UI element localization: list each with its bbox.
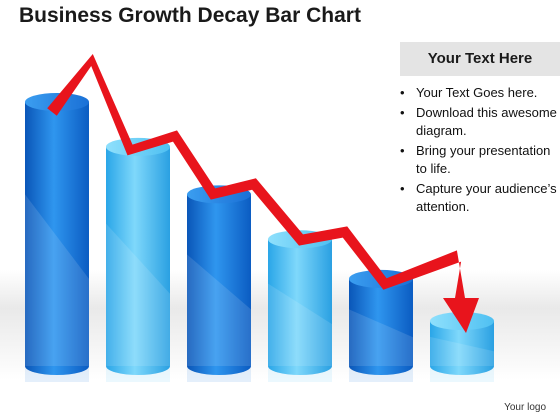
bar-body: [349, 278, 413, 375]
bar-gloss: [430, 336, 494, 366]
bar: [187, 185, 251, 382]
bar-gloss: [268, 283, 332, 366]
bullet-text: Bring your presentation to life.: [416, 143, 551, 176]
info-panel: Your Text Here • Your Text Goes here. • Dow…: [400, 42, 560, 218]
bar-body: [106, 146, 170, 375]
decay-arrow: [47, 54, 479, 333]
bar-gloss: [25, 194, 89, 366]
bar: [349, 269, 413, 382]
bar-gloss: [349, 309, 413, 366]
bar: [106, 137, 170, 382]
bullet-dot-icon: •: [400, 143, 405, 158]
bar-body: [187, 194, 251, 375]
bullet-text: Your Text Goes here.: [416, 85, 538, 100]
bar-gloss: [187, 254, 251, 366]
bullet-item: • Download this awesome diagram.: [400, 104, 560, 140]
bar-gloss: [106, 223, 170, 366]
bullet-list: • Your Text Goes here. • Download this awes…: [400, 84, 560, 216]
bar-body: [25, 102, 89, 375]
panel-header: Your Text Here: [400, 42, 560, 76]
bullet-item: • Your Text Goes here.: [400, 84, 560, 102]
bullet-dot-icon: •: [400, 181, 405, 196]
logo-text: Your logo: [504, 402, 546, 413]
bullet-dot-icon: •: [400, 105, 405, 120]
bar-body: [268, 239, 332, 375]
bar: [25, 93, 89, 382]
bullet-item: • Capture your audience’s attention.: [400, 180, 560, 216]
bar-body: [430, 321, 494, 375]
bullet-item: • Bring your presentation to life.: [400, 142, 560, 178]
page-title: Business Growth Decay Bar Chart: [19, 4, 361, 27]
bullet-text: Capture your audience’s attention.: [416, 181, 557, 214]
bullet-dot-icon: •: [400, 85, 405, 100]
bullet-text: Download this awesome diagram.: [416, 105, 557, 138]
bar: [268, 230, 332, 382]
